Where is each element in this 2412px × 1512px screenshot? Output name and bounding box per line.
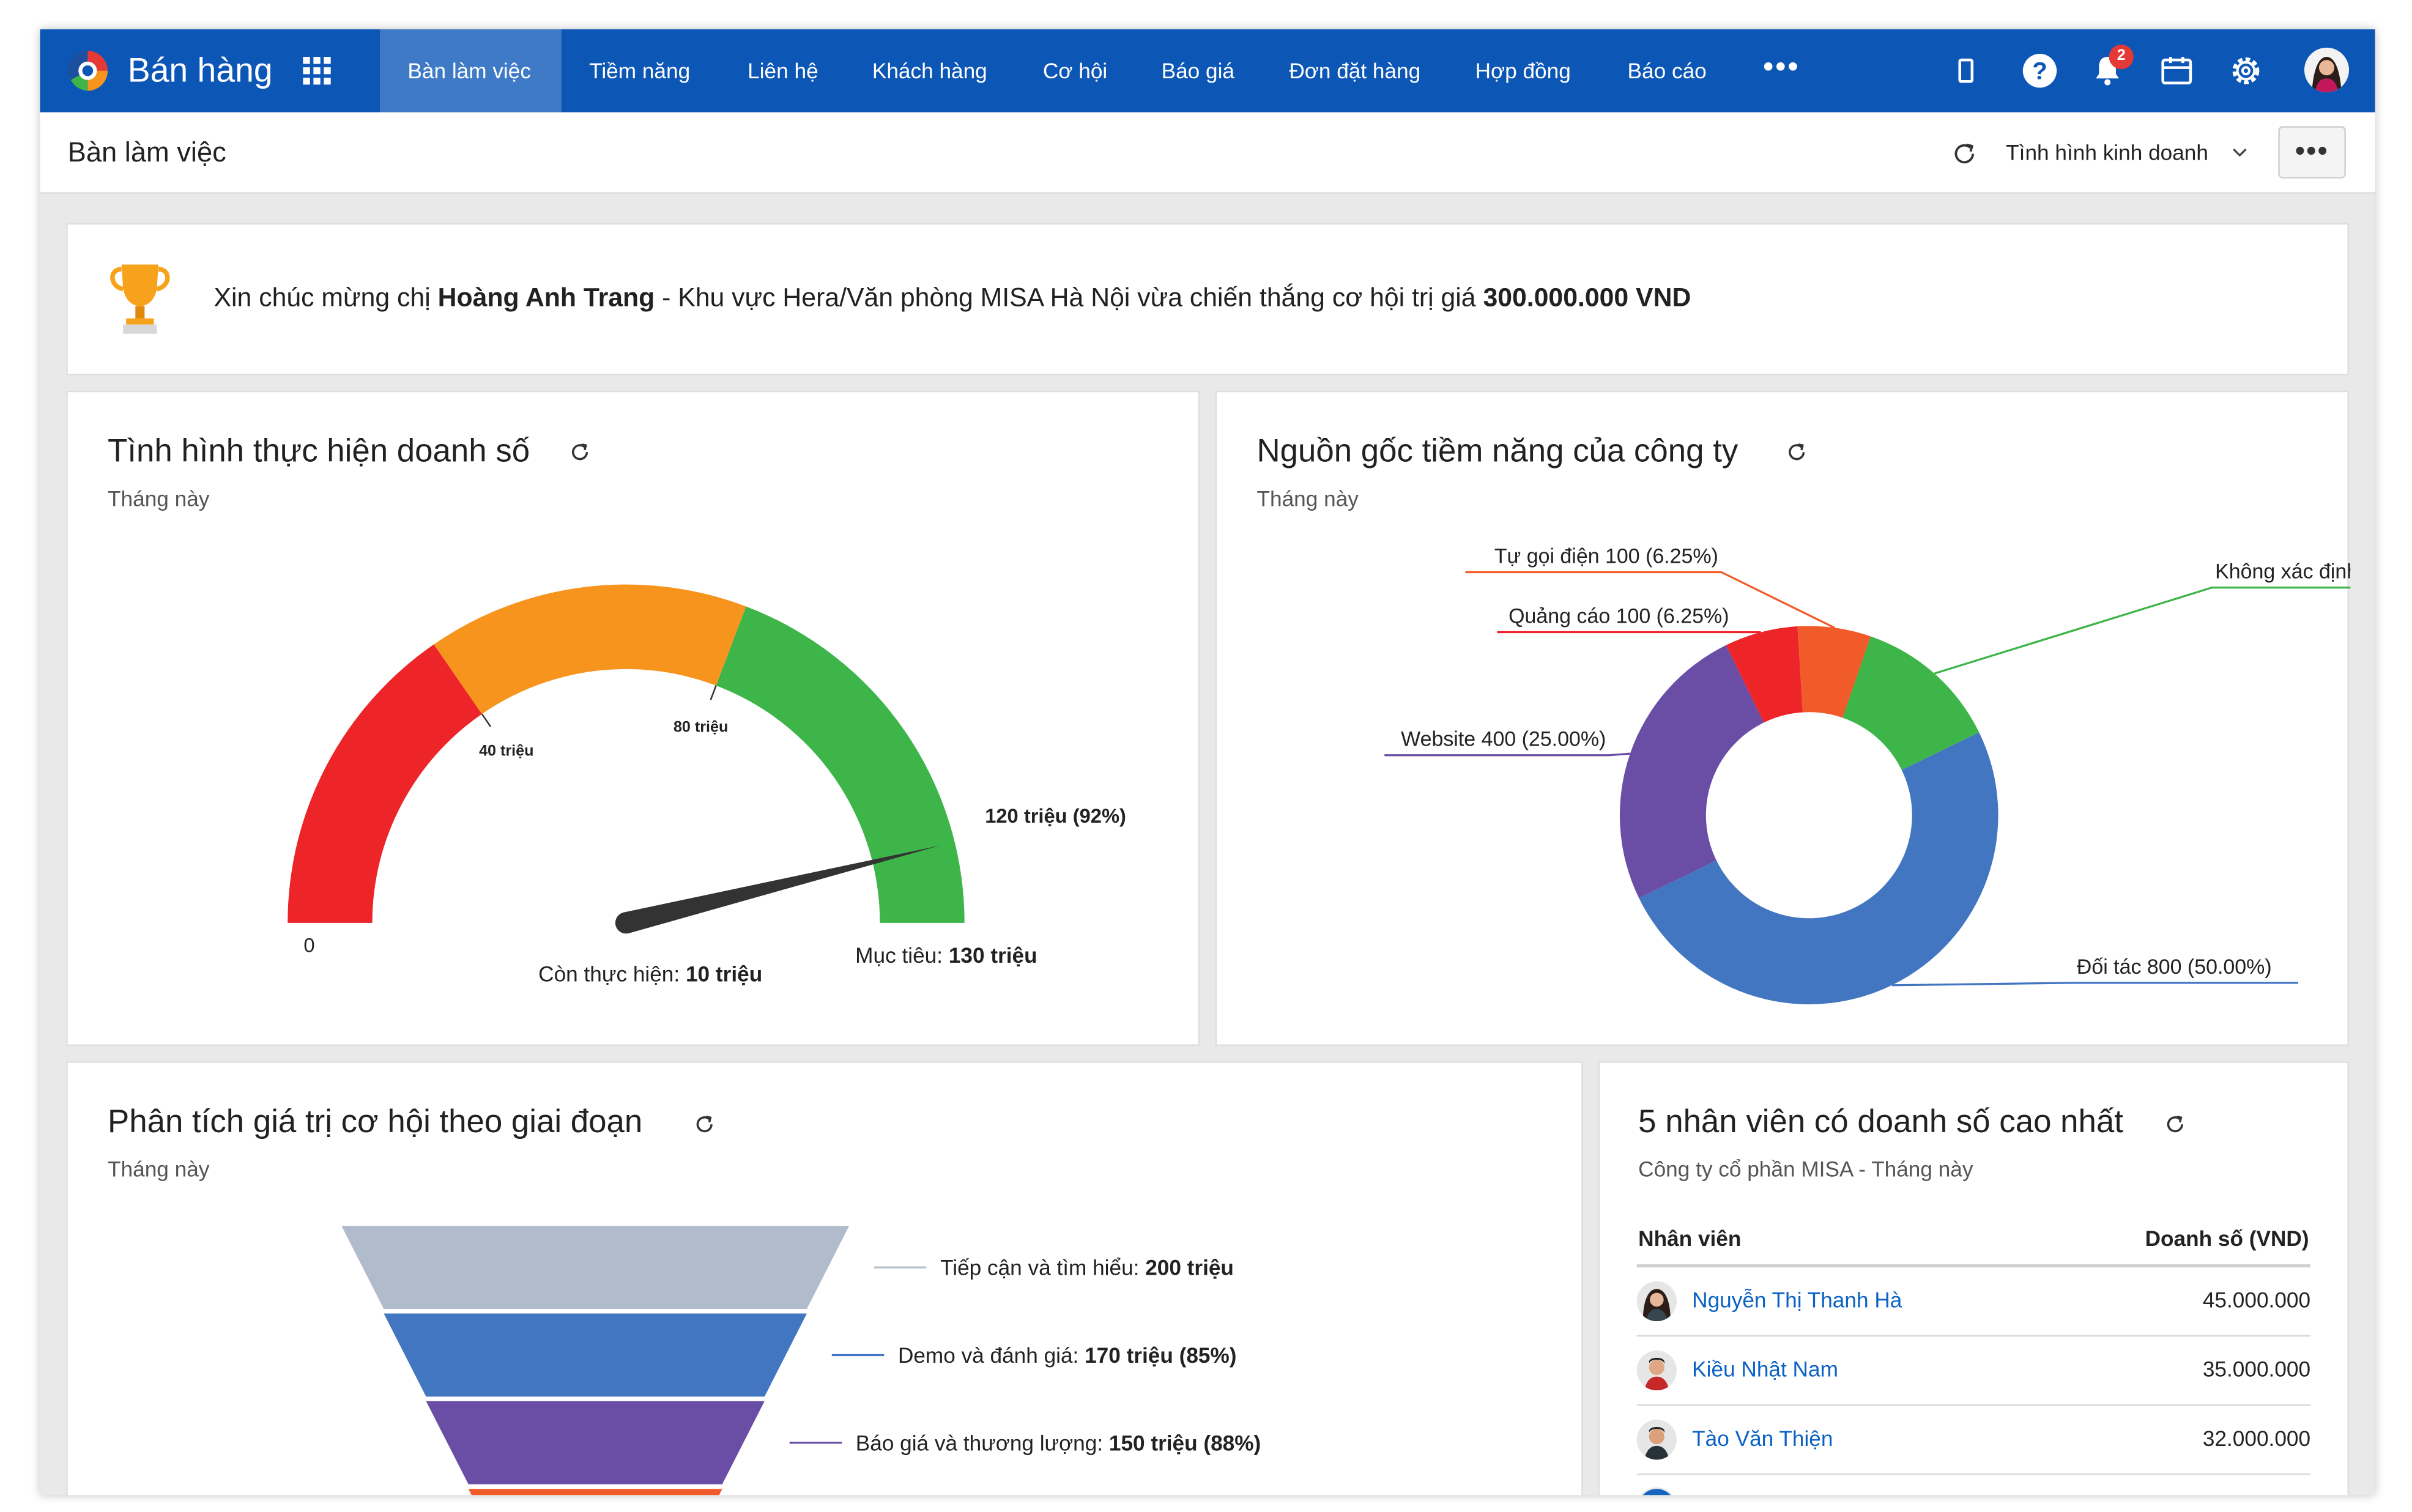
dashboard-select[interactable]: Tình hình kinh doanh: [2006, 140, 2208, 165]
congrats-message: Xin chúc mừng chị Hoàng Anh Trang - Khu …: [214, 283, 1691, 314]
remaining-label: Còn thực hiện:: [538, 962, 686, 986]
funnel-stage-0: [341, 1226, 849, 1309]
donut-leader-line: [1934, 588, 2350, 674]
target-label: Mục tiêu:: [855, 943, 949, 968]
sales-performance-card: Tình hình thực hiện doanh số Tháng này 4…: [66, 391, 1200, 1046]
tab-co-hoi[interactable]: Cơ hội: [1015, 29, 1135, 113]
funnel-stage-name: Tiếp cận và tìm hiểu:: [940, 1256, 1145, 1280]
trophy-icon: [105, 260, 176, 337]
tab-tiem-nang[interactable]: Tiềm năng: [562, 29, 718, 113]
gauge-min-label: 0: [303, 934, 314, 957]
card-subtitle: Công ty cổ phần MISA - Tháng này: [1638, 1157, 1973, 1181]
tab-khach-hang[interactable]: Khách hàng: [845, 29, 1015, 113]
table-row[interactable]: Nguyễn Thị Thanh Hà 45.000.000: [1637, 1267, 2310, 1336]
target-value: 130 triệu: [949, 943, 1037, 968]
tab-bao-gia[interactable]: Báo giá: [1134, 29, 1262, 113]
remaining-text: Còn thực hiện: 10 triệu: [538, 962, 762, 986]
deal-amount: 300.000.000 VND: [1483, 283, 1691, 313]
gauge-needle-pivot: [615, 912, 637, 933]
donut-label: Tự gọi điện 100 (6.25%): [1494, 544, 1718, 568]
apps-grid-icon[interactable]: [302, 56, 332, 86]
gauge-tick: [482, 714, 491, 727]
table-row[interactable]: Tào Văn Thiện 32.000.000: [1637, 1406, 2310, 1475]
funnel-stage-value: 170 triệu (85%): [1085, 1344, 1236, 1368]
top-navigation-bar: Bán hàng Bàn làm việc Tiềm năng Liên hệ …: [40, 29, 2375, 113]
misa-logo-icon[interactable]: [66, 49, 109, 92]
employee-sales: 45.000.000: [2203, 1288, 2310, 1312]
more-options-button[interactable]: •••: [2278, 126, 2346, 178]
target-text: Mục tiêu: 130 triệu: [855, 943, 1037, 968]
remaining-value: 10 triệu: [686, 962, 762, 986]
page-header: Bàn làm việc Tình hình kinh doanh •••: [40, 113, 2375, 194]
opportunity-funnel-card: Phân tích giá trị cơ hội theo giai đoạn …: [66, 1061, 1583, 1495]
gauge-tick-label: 40 triệu: [479, 742, 533, 759]
gauge-tick: [711, 686, 716, 700]
funnel-label: Tiếp cận và tìm hiểu: 200 triệu: [940, 1256, 1234, 1280]
donut-label: Không xác định 200 (12.50%): [2215, 560, 2350, 584]
congrats-prefix: Xin chúc mừng chị: [214, 283, 438, 313]
user-avatar[interactable]: [2304, 48, 2349, 92]
avatar: [1637, 1420, 1677, 1459]
gauge-value-label: 120 triệu (92%): [985, 804, 1126, 827]
avatar: [1637, 1281, 1677, 1321]
opportunity-funnel-chart: Tiếp cận và tìm hiểu: 200 triệu Demo và đ…: [68, 1063, 1584, 1495]
funnel-stage-name: Demo và đánh giá:: [898, 1344, 1085, 1368]
donut-label: Đối tác 800 (50.00%): [2077, 955, 2272, 979]
funnel-stage-value: 150 triệu (88%): [1109, 1431, 1261, 1455]
more-tabs-button[interactable]: •••: [1763, 51, 1800, 86]
tab-lien-he[interactable]: Liên hệ: [720, 29, 846, 113]
card-title: 5 nhân viên có doanh số cao nhất: [1638, 1105, 2123, 1141]
gauge-band-1: [434, 585, 746, 714]
column-header-sales: Doanh số (VND): [2145, 1226, 2309, 1250]
tab-bao-cao[interactable]: Báo cáo: [1600, 29, 1734, 113]
chevron-down-icon[interactable]: [2230, 143, 2249, 161]
gauge-tick-label: 80 triệu: [674, 719, 728, 736]
browser-window: Bán hàng Bàn làm việc Tiềm năng Liên hệ …: [40, 29, 2375, 1495]
gauge-band-0: [288, 645, 482, 923]
funnel-stage-3: [469, 1489, 722, 1495]
tab-don-dat-hang[interactable]: Đơn đặt hàng: [1261, 29, 1448, 113]
funnel-stage-1: [384, 1314, 807, 1397]
congrats-banner: Xin chúc mừng chị Hoàng Anh Trang - Khu …: [66, 223, 2349, 376]
funnel-stage-name: Báo giá và thương lượng:: [856, 1431, 1109, 1455]
avatar: [1637, 1488, 1677, 1495]
app-name[interactable]: Bán hàng: [128, 51, 273, 91]
funnel-label: Demo và đánh giá: 170 triệu (85%): [898, 1344, 1237, 1368]
congrats-middle: - Khu vực Hera/Văn phòng MISA Hà Nội vừa…: [655, 283, 1483, 313]
donut-slice-2: [1620, 645, 1764, 899]
calendar-icon[interactable]: [2158, 52, 2195, 89]
lead-source-donut-chart: Không xác định 200 (12.50%) Đối tác 800 (…: [1217, 392, 2350, 1047]
funnel-stage-value: 200 triệu: [1145, 1256, 1234, 1280]
donut-leader-line: [1384, 754, 1630, 755]
lead-source-card: Nguồn gốc tiềm năng của công ty Tháng nà…: [1215, 391, 2349, 1046]
donut-label: Quảng cáo 100 (6.25%): [1508, 604, 1729, 628]
svg-text:?: ?: [2032, 57, 2047, 85]
funnel-stage-2: [426, 1401, 765, 1484]
top-employees-card: 5 nhân viên có doanh số cao nhất Công ty…: [1598, 1061, 2349, 1495]
employee-name[interactable]: Kiều Nhật Nam: [1692, 1357, 1838, 1381]
funnel-label: Báo giá và thương lượng: 150 triệu (88%): [856, 1431, 1261, 1455]
donut-label: Website 400 (25.00%): [1401, 728, 1606, 751]
help-icon[interactable]: ?: [2021, 52, 2058, 89]
donut-leader-line: [1892, 983, 2298, 985]
winner-name: Hoàng Anh Trang: [438, 283, 655, 313]
page-title: Bàn làm việc: [68, 137, 226, 169]
mobile-icon[interactable]: [1948, 52, 1984, 89]
avatar: [1637, 1351, 1677, 1390]
tab-hop-dong[interactable]: Hợp đồng: [1447, 29, 1598, 113]
notification-badge: 2: [2109, 45, 2134, 69]
employee-sales: 32.000.000: [2203, 1426, 2310, 1450]
employee-sales: 35.000.000: [2203, 1357, 2310, 1381]
employee-name[interactable]: Tào Văn Thiện: [1692, 1426, 1833, 1450]
column-header-employee: Nhân viên: [1638, 1226, 1741, 1250]
table-row[interactable]: Kiều Nhật Nam 35.000.000: [1637, 1336, 2310, 1406]
tab-ban-lam-viec[interactable]: Bàn làm việc: [380, 29, 562, 113]
refresh-icon[interactable]: [2163, 1112, 2187, 1136]
employee-name[interactable]: Nguyễn Thị Thanh Hà: [1692, 1288, 1902, 1312]
gauge-band-2: [716, 607, 965, 923]
gear-icon[interactable]: [2227, 52, 2264, 89]
refresh-icon[interactable]: [1949, 138, 1980, 169]
